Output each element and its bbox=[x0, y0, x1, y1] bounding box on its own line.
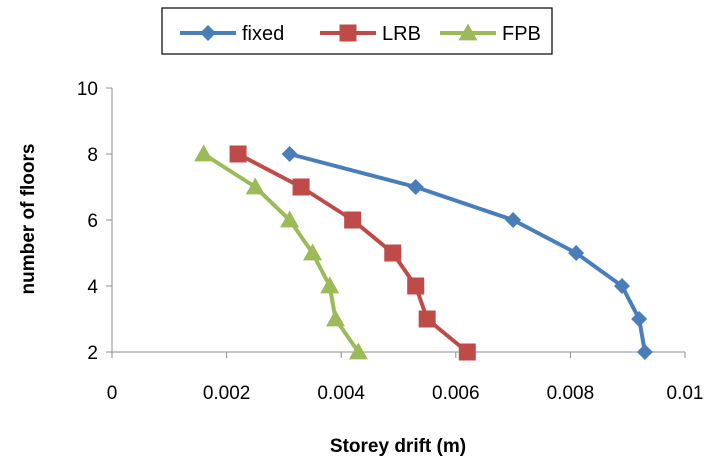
series-fpb bbox=[194, 144, 368, 360]
x-tick-label: 0.008 bbox=[547, 383, 595, 404]
data-point-fpb bbox=[280, 210, 300, 228]
legend-item-fixed: fixed bbox=[180, 23, 284, 45]
series-lrb bbox=[229, 145, 476, 361]
legend-item-fpb: FPB bbox=[440, 23, 541, 45]
series-line-fixed bbox=[289, 152, 647, 353]
legend-marker-fpb bbox=[458, 23, 478, 41]
data-point-fixed bbox=[568, 245, 585, 261]
y-tick-label: 4 bbox=[87, 277, 98, 298]
x-tick-label: 0.004 bbox=[317, 383, 365, 404]
x-tick-label: 0.01 bbox=[667, 383, 704, 404]
x-tick-label: 0 bbox=[107, 383, 118, 404]
data-point-fpb bbox=[194, 144, 214, 162]
x-tick-label: 0.006 bbox=[432, 383, 480, 404]
data-point-fixed bbox=[407, 179, 424, 195]
data-point-fixed bbox=[281, 146, 298, 162]
x-axis-title: Storey drift (m) bbox=[330, 436, 466, 457]
y-tick-label: 2 bbox=[87, 343, 98, 364]
data-point-lrb bbox=[229, 145, 247, 163]
legend-item-lrb: LRB bbox=[320, 23, 421, 45]
data-point-fixed bbox=[613, 278, 630, 294]
data-point-fpb bbox=[303, 243, 323, 261]
y-tick-label: 8 bbox=[87, 145, 98, 166]
data-point-fixed bbox=[636, 344, 653, 360]
plot-area: 2 4 6 8 10 0 0.002 0.004 0.006 0.008 0.01 bbox=[77, 79, 704, 404]
data-point-fixed bbox=[505, 212, 522, 228]
data-point-lrb bbox=[344, 211, 362, 229]
data-point-lrb bbox=[384, 244, 402, 262]
data-point-lrb bbox=[407, 277, 425, 295]
series-fixed bbox=[281, 146, 653, 360]
data-point-fixed bbox=[631, 311, 648, 327]
y-tick-label: 10 bbox=[77, 79, 98, 100]
data-point-fpb bbox=[320, 276, 340, 294]
data-point-fpb bbox=[325, 309, 345, 327]
legend-label: FPB bbox=[502, 23, 541, 45]
y-axis-title: number of floors bbox=[18, 144, 39, 295]
data-point-lrb bbox=[458, 343, 476, 361]
legend-marker-lrb bbox=[339, 24, 357, 42]
legend-label: LRB bbox=[382, 23, 421, 45]
legend: fixed LRB FPB bbox=[161, 7, 553, 55]
data-point-lrb bbox=[418, 310, 436, 328]
y-tick-label: 6 bbox=[87, 211, 98, 232]
legend-marker-fixed bbox=[200, 25, 216, 41]
data-point-lrb bbox=[292, 178, 310, 196]
x-tick-label: 0.002 bbox=[203, 383, 251, 404]
data-point-fpb bbox=[245, 177, 265, 195]
data-point-fpb bbox=[348, 342, 368, 360]
legend-label: fixed bbox=[242, 23, 284, 45]
